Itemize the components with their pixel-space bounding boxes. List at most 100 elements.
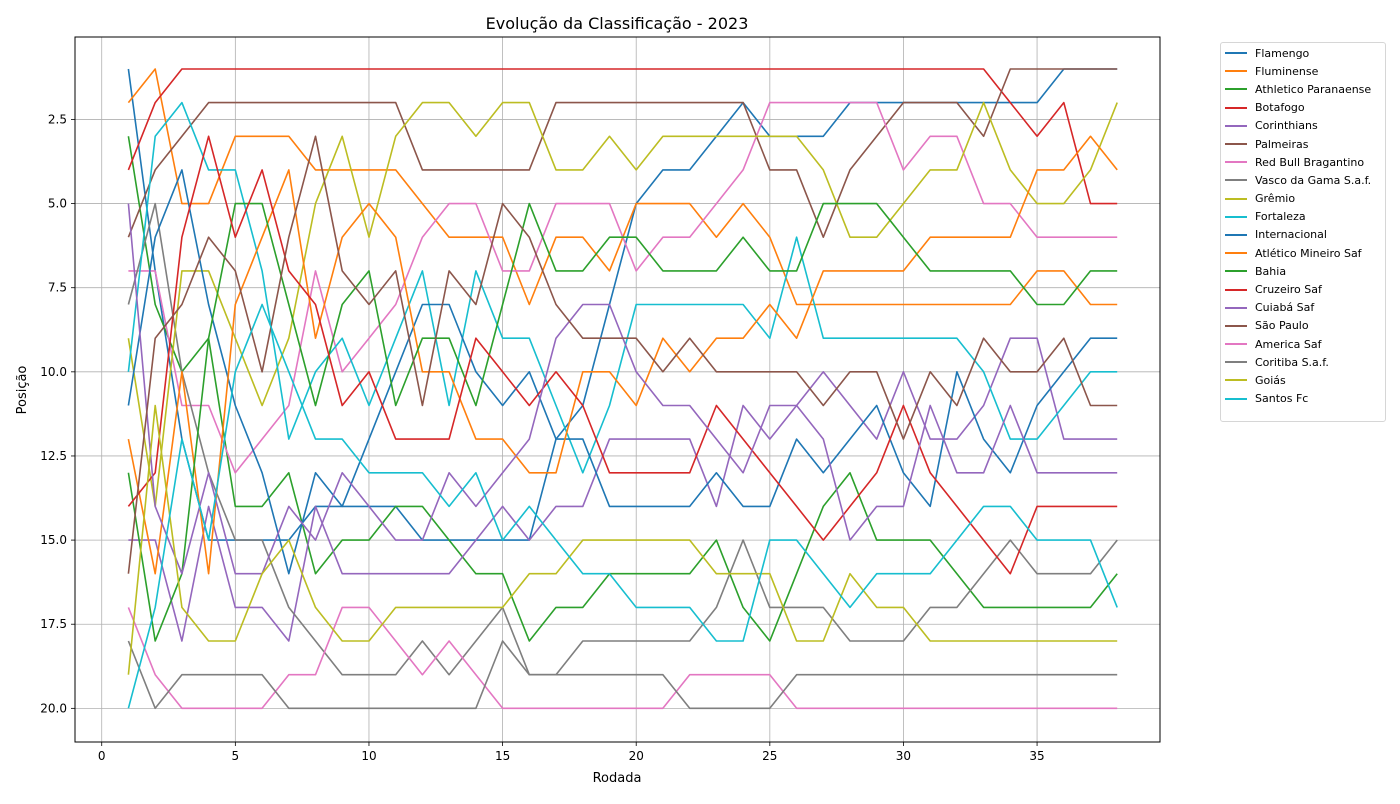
legend-swatch <box>1225 397 1247 400</box>
legend-label: Coritiba S.a.f. <box>1255 355 1329 369</box>
y-tick-label: 5.0 <box>48 197 67 211</box>
legend-item: Coritiba S.a.f. <box>1221 353 1385 371</box>
x-tick-label: 25 <box>762 749 777 763</box>
x-tick-label: 35 <box>1029 749 1044 763</box>
legend-label: Palmeiras <box>1255 137 1309 151</box>
legend-swatch <box>1225 70 1247 73</box>
series-line-coritiba-s-a-f <box>127 640 1118 710</box>
series-line-vasco-da-gama-s-a-f <box>127 202 1118 676</box>
legend-item: Botafogo <box>1221 99 1385 117</box>
legend-label: Botafogo <box>1255 101 1305 115</box>
legend-label: Santos Fc <box>1255 392 1309 406</box>
legend-label: Bahia <box>1255 264 1287 278</box>
legend-item: Cruzeiro Saf <box>1221 280 1385 298</box>
chart-title: Evolução da Classificação - 2023 <box>486 14 749 33</box>
legend-label: Red Bull Bragantino <box>1255 155 1365 169</box>
legend-label: Grêmio <box>1255 192 1296 206</box>
x-axis-label: Rodada <box>593 771 642 786</box>
legend-swatch <box>1225 179 1247 182</box>
legend-label: Cuiabá Saf <box>1255 301 1315 315</box>
x-axis-ticks: 0 5 10 15 20 25 30 35 <box>98 742 1045 763</box>
series-lines <box>127 68 1118 710</box>
legend-swatch <box>1225 161 1247 164</box>
series-line-internacional <box>127 169 1118 575</box>
series-line-america-saf <box>127 606 1118 710</box>
y-tick-label: 10.0 <box>40 365 67 379</box>
legend-swatch <box>1225 306 1247 309</box>
legend-swatch <box>1225 361 1247 364</box>
legend-item: Internacional <box>1221 226 1385 244</box>
series-line-corinthians <box>128 337 1118 642</box>
legend-item: Red Bull Bragantino <box>1221 153 1385 171</box>
legend-swatch <box>1225 233 1247 236</box>
x-tick-label: 15 <box>495 749 510 763</box>
y-tick-label: 20.0 <box>40 701 67 715</box>
y-axis-ticks: 2.5 5.0 7.5 10.0 12.5 15.0 17.5 20.0 <box>40 112 75 715</box>
legend-swatch <box>1225 143 1247 146</box>
series-line-santos-fc <box>127 303 1118 709</box>
legend-label: Vasco da Gama S.a.f. <box>1255 173 1372 187</box>
legend-label: Cruzeiro Saf <box>1255 283 1322 297</box>
legend-swatch <box>1225 324 1247 327</box>
legend-label: Athletico Paranaense <box>1255 82 1372 96</box>
y-tick-label: 2.5 <box>48 112 67 126</box>
legend-swatch <box>1225 197 1247 200</box>
legend-item: Athletico Paranaense <box>1221 80 1385 98</box>
legend-swatch <box>1225 252 1247 255</box>
legend-label: America Saf <box>1255 337 1322 351</box>
series-line-s-o-paulo <box>127 135 1118 574</box>
legend-item: Fortaleza <box>1221 208 1385 226</box>
legend-item: Cuiabá Saf <box>1221 299 1385 317</box>
legend-swatch <box>1225 106 1247 109</box>
legend-item: Goiás <box>1221 371 1385 389</box>
series-line-fortaleza <box>127 101 1118 474</box>
legend-item: Vasco da Gama S.a.f. <box>1221 171 1385 189</box>
series-line-athletico-paranaense <box>127 136 1118 642</box>
series-line-botafogo <box>127 68 1118 205</box>
legend-swatch <box>1225 124 1247 127</box>
y-tick-label: 17.5 <box>40 617 67 631</box>
series-line-fluminense <box>127 68 1118 306</box>
legend-label: Goiás <box>1255 373 1286 387</box>
legend-label: Corinthians <box>1255 119 1318 133</box>
series-line-bahia <box>127 202 1118 642</box>
y-tick-label: 7.5 <box>48 281 67 295</box>
x-tick-label: 0 <box>98 749 106 763</box>
legend-swatch <box>1225 215 1247 218</box>
series-line-palmeiras <box>127 68 1118 238</box>
legend-item: America Saf <box>1221 335 1385 353</box>
legend-item: Fluminense <box>1221 62 1385 80</box>
y-axis-label: Posição <box>15 366 30 415</box>
legend-item: Corinthians <box>1221 117 1385 135</box>
legend-label: Fortaleza <box>1255 210 1306 224</box>
legend-swatch <box>1225 379 1247 382</box>
legend-swatch <box>1225 270 1247 273</box>
legend-item: Bahia <box>1221 262 1385 280</box>
legend-item: Atlético Mineiro Saf <box>1221 244 1385 262</box>
plot-frame <box>74 36 1161 743</box>
legend-item: São Paulo <box>1221 317 1385 335</box>
y-tick-label: 12.5 <box>40 449 67 463</box>
legend-label: Flamengo <box>1255 46 1310 60</box>
x-tick-label: 5 <box>232 749 240 763</box>
legend-label: São Paulo <box>1255 319 1309 333</box>
legend: Flamengo Fluminense Athletico Paranaense Bo… <box>1220 42 1386 422</box>
legend-item: Palmeiras <box>1221 135 1385 153</box>
series-line-atl-tico-mineiro-saf <box>127 135 1118 575</box>
legend-item: Grêmio <box>1221 190 1385 208</box>
legend-label: Fluminense <box>1255 64 1319 78</box>
legend-item: Santos Fc <box>1221 390 1385 408</box>
legend-swatch <box>1225 288 1247 291</box>
legend-swatch <box>1225 88 1247 91</box>
x-tick-label: 30 <box>896 749 911 763</box>
series-line-gr-mio <box>127 101 1118 508</box>
legend-label: Atlético Mineiro Saf <box>1255 246 1362 260</box>
legend-item: Flamengo <box>1221 44 1385 62</box>
series-line-cruzeiro-saf <box>127 135 1118 575</box>
x-tick-label: 10 <box>361 749 376 763</box>
x-tick-label: 20 <box>629 749 644 763</box>
series-line-goi-s <box>127 404 1118 675</box>
y-tick-label: 15.0 <box>40 533 67 547</box>
